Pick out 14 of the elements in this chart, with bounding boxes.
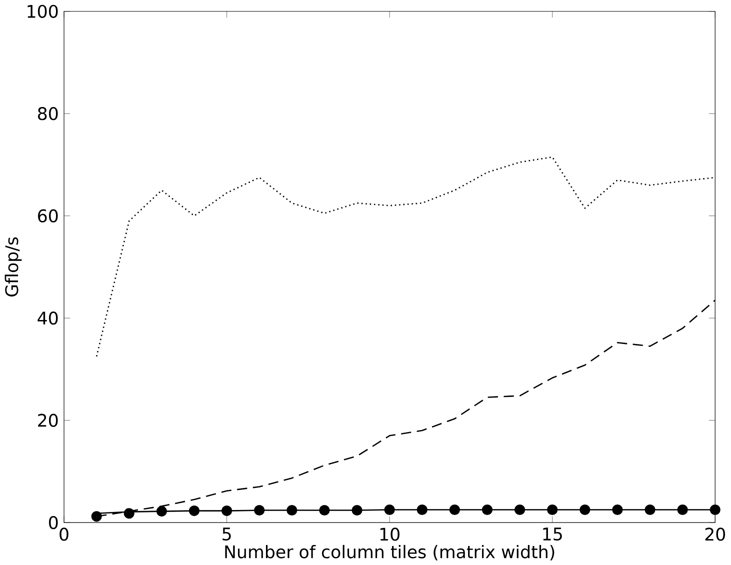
x-tick-label: 0 (60, 528, 68, 541)
x-tick-label: 10 (380, 528, 400, 541)
y-tick-label: 20 (38, 414, 58, 427)
y-tick-label: 40 (38, 311, 58, 325)
x-tick-label: 5 (222, 528, 231, 540)
line-series (96, 156, 716, 357)
y-tick-label: 60 (38, 209, 58, 222)
y-tick-label: 0 (48, 516, 58, 530)
x-axis-title: Number of column tiles (matrix width) (225, 544, 554, 560)
y-tick-label: 80 (38, 106, 58, 120)
x-tick-label: 20 (705, 528, 726, 541)
y-tick-label: 100 (28, 4, 58, 18)
x-tick-label: 15 (543, 528, 562, 540)
y-axis-title: Gflop/s (4, 237, 22, 296)
